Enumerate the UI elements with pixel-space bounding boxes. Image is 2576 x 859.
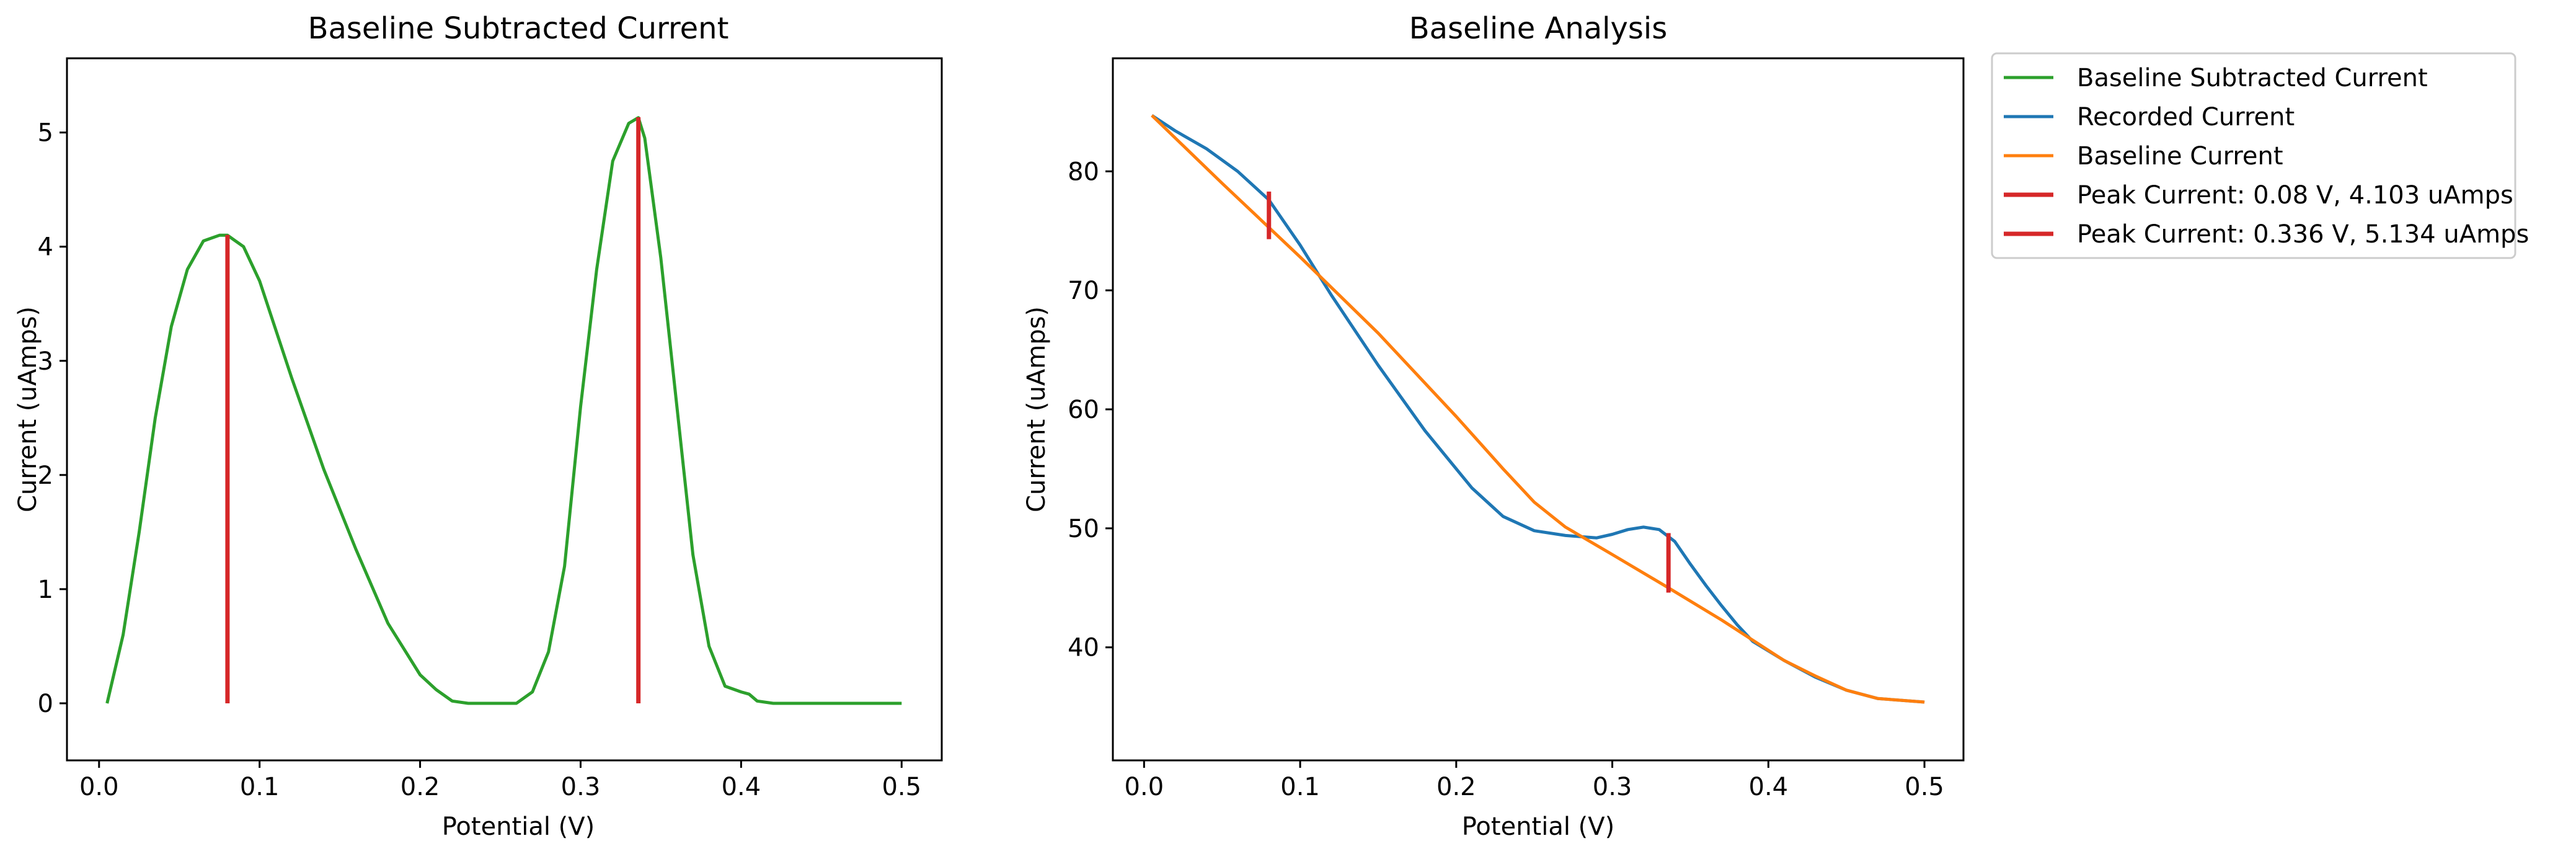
chart-right-ticks: 0.0 0.1 0.2 0.3 0.4 0.5 40 50 60 70 80 <box>1068 158 1944 801</box>
x-tick-label: 0.3 <box>561 773 601 801</box>
legend-item: Recorded Current <box>2004 103 2295 131</box>
legend-item: Baseline Current <box>2004 142 2283 171</box>
x-tick-label: 0.5 <box>1905 773 1944 801</box>
legend-box <box>1991 52 2516 259</box>
x-tick-label: 0.2 <box>1436 773 1476 801</box>
x-tick-label: 0.1 <box>240 773 280 801</box>
chart-right: Baseline Analysis 0.0 0.1 0.2 0.3 0.4 0.5 40 50… <box>1022 11 1965 841</box>
y-tick-label: 70 <box>1068 277 1099 305</box>
y-tick-label: 0 <box>38 690 53 718</box>
x-tick-label: 0.4 <box>1749 773 1789 801</box>
x-tick-label: 0.3 <box>1593 773 1632 801</box>
x-tick-label: 0.0 <box>79 773 119 801</box>
legend-label: Peak Current: 0.08 V, 4.103 uAmps <box>2077 181 2513 210</box>
chart-left: Baseline Subtracted Current 0.0 0.1 0.2 0.3… <box>14 11 943 841</box>
legend: Baseline Subtracted Current Recorded Cur… <box>1991 52 2529 259</box>
y-tick-label: 50 <box>1068 515 1099 543</box>
y-tick-label: 2 <box>38 461 53 490</box>
y-tick-label: 1 <box>38 576 53 604</box>
legend-item: Baseline Subtracted Current <box>2004 64 2428 92</box>
x-tick-label: 0.1 <box>1280 773 1320 801</box>
legend-item: Peak Current: 0.08 V, 4.103 uAmps <box>2004 181 2513 210</box>
x-tick-label: 0.5 <box>882 773 921 801</box>
y-tick-label: 5 <box>38 119 53 148</box>
chart-left-ylabel: Current (uAmps) <box>14 306 42 512</box>
chart-right-ylabel: Current (uAmps) <box>1022 306 1051 512</box>
series-line-subtracted <box>105 116 902 705</box>
chart-right-plot-area <box>1151 114 1925 704</box>
legend-label: Peak Current: 0.336 V, 5.134 uAmps <box>2077 220 2529 249</box>
legend-label: Baseline Subtracted Current <box>2077 64 2428 92</box>
chart-right-title: Baseline Analysis <box>1409 11 1668 46</box>
chart-left-ticks: 0.0 0.1 0.2 0.3 0.4 0.5 0 1 2 3 4 5 <box>38 119 922 801</box>
chart-right-frame <box>1112 57 1965 762</box>
chart-right-xlabel: Potential (V) <box>1462 812 1615 841</box>
series-line-baseline <box>1151 114 1925 704</box>
y-tick-label: 80 <box>1068 158 1099 186</box>
x-tick-label: 0.4 <box>722 773 761 801</box>
legend-item: Peak Current: 0.336 V, 5.134 uAmps <box>2004 220 2529 249</box>
legend-label: Baseline Current <box>2077 142 2283 171</box>
legend-label: Recorded Current <box>2077 103 2295 131</box>
chart-left-plot-area <box>105 116 902 705</box>
x-tick-label: 0.2 <box>401 773 440 801</box>
y-tick-label: 60 <box>1068 396 1099 424</box>
y-tick-label: 3 <box>38 347 53 376</box>
chart-left-frame <box>66 57 943 762</box>
chart-left-title: Baseline Subtracted Current <box>308 11 729 46</box>
chart-left-xlabel: Potential (V) <box>442 812 595 841</box>
x-tick-label: 0.0 <box>1125 773 1164 801</box>
y-tick-label: 4 <box>38 233 53 262</box>
y-tick-label: 40 <box>1068 634 1099 662</box>
